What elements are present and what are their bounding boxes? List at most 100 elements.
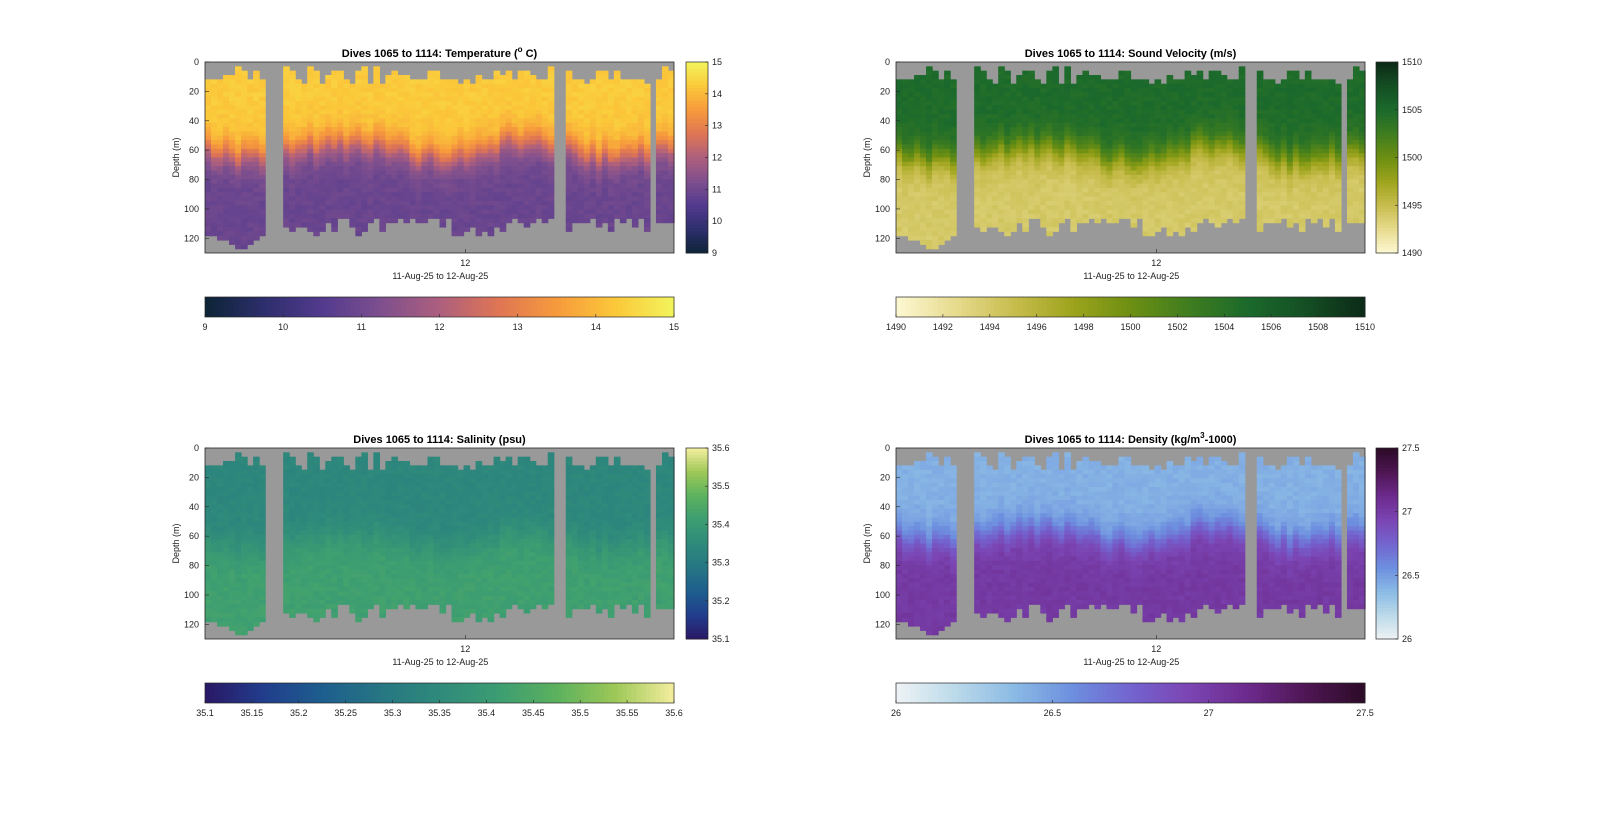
- heatmap-cell: [325, 187, 332, 193]
- heatmap-cell: [1034, 88, 1041, 93]
- heatmap-cell: [637, 79, 645, 85]
- heatmap-cell: [1196, 157, 1204, 163]
- heatmap-cell: [511, 187, 519, 193]
- heatmap-cell: [505, 205, 513, 211]
- heatmap-cell: [1166, 79, 1174, 85]
- heatmap-cell: [223, 92, 230, 98]
- heatmap-cell: [1058, 101, 1065, 107]
- heatmap-cell: [920, 148, 927, 154]
- heatmap-cell: [307, 148, 314, 154]
- heatmap-cell: [1304, 96, 1312, 102]
- heatmap-cell: [505, 105, 513, 111]
- heatmap-cell: [1112, 92, 1120, 98]
- heatmap-cell: [523, 114, 531, 120]
- heatmap-cell: [223, 205, 230, 211]
- heatmap-cell: [289, 157, 296, 163]
- heatmap-cell: [1262, 174, 1270, 180]
- heatmap-cell: [643, 205, 651, 211]
- heatmap-cell: [307, 192, 314, 198]
- heatmap-cell: [1058, 166, 1065, 172]
- heatmap-cell: [205, 83, 212, 89]
- heatmap-cell: [1034, 118, 1041, 124]
- heatmap-cell: [301, 144, 308, 150]
- heatmap-cell: [938, 96, 945, 102]
- heatmap-cell: [235, 135, 242, 141]
- heatmap-cell: [397, 213, 405, 219]
- heatmap-cell: [325, 157, 332, 163]
- heatmap-cell: [1004, 109, 1011, 115]
- heatmap-cell: [1166, 127, 1174, 133]
- heatmap-cell: [1154, 105, 1162, 111]
- heatmap-cell: [439, 79, 447, 85]
- heatmap-cell: [631, 213, 639, 219]
- heatmap-cell: [1064, 105, 1071, 111]
- heatmap-cell: [896, 209, 903, 215]
- heatmap-cell: [1190, 174, 1198, 180]
- heatmap-cell: [1106, 79, 1114, 85]
- heatmap-cell: [373, 118, 380, 124]
- heatmap-cell: [493, 88, 501, 93]
- heatmap-cell: [361, 226, 368, 232]
- heatmap-cell: [595, 127, 603, 133]
- heatmap-cell: [1004, 135, 1011, 141]
- heatmap-cell: [625, 170, 633, 176]
- heatmap-cell: [577, 109, 585, 115]
- heatmap-cell: [247, 105, 254, 111]
- heatmap-cell: [938, 148, 945, 154]
- heatmap-cell: [295, 218, 302, 224]
- heatmap-cell: [944, 192, 951, 198]
- heatmap-cell: [1172, 205, 1180, 211]
- heatmap-cell: [625, 179, 633, 185]
- heatmap-cell: [1040, 174, 1047, 180]
- heatmap-cell: [463, 157, 471, 163]
- heatmap-cell: [529, 96, 537, 102]
- heatmap-cell: [211, 140, 218, 146]
- heatmap-cell: [1160, 135, 1168, 141]
- heatmap-cell: [283, 105, 290, 111]
- heatmap-cell: [1178, 183, 1186, 189]
- heatmap-cell: [469, 153, 477, 159]
- heatmap-cell: [637, 88, 645, 93]
- heatmap-cell: [385, 88, 392, 93]
- heatmap-cell: [433, 131, 441, 137]
- heatmap-cell: [1154, 96, 1162, 102]
- heatmap-cell: [938, 196, 945, 202]
- heatmap-cell: [998, 118, 1005, 124]
- heatmap-cell: [571, 118, 579, 124]
- heatmap-cell: [223, 101, 230, 107]
- heatmap-cell: [938, 161, 945, 167]
- heatmap-cell: [1172, 96, 1180, 102]
- hcolorbar-swatch: [345, 297, 351, 317]
- heatmap-cell: [1304, 213, 1312, 219]
- heatmap-cell: [433, 105, 441, 111]
- heatmap-cell: [355, 122, 362, 128]
- heatmap-cell: [1034, 83, 1041, 89]
- heatmap-cell: [313, 135, 320, 141]
- heatmap-cell: [601, 187, 609, 193]
- heatmap-cell: [295, 101, 302, 107]
- heatmap-cell: [926, 187, 933, 193]
- heatmap-cell: [1154, 179, 1162, 185]
- heatmap-cell: [583, 96, 591, 102]
- heatmap-cell: [583, 148, 591, 154]
- heatmap-cell: [343, 114, 350, 120]
- heatmap-cell: [451, 144, 459, 150]
- heatmap-cell: [1208, 148, 1216, 154]
- heatmap-cell: [637, 166, 645, 172]
- heatmap-cell: [1094, 153, 1102, 159]
- heatmap-cell: [1286, 114, 1294, 120]
- heatmap-cell: [259, 157, 266, 163]
- heatmap-cell: [229, 127, 236, 133]
- heatmap-cell: [1154, 222, 1162, 228]
- heatmap-cell: [1196, 83, 1204, 89]
- heatmap-cell: [349, 122, 356, 128]
- heatmap-cell: [523, 109, 531, 115]
- heatmap-cell: [547, 170, 555, 176]
- heatmap-cell: [211, 209, 218, 215]
- heatmap-cell: [241, 196, 248, 202]
- heatmap-cell: [1124, 88, 1132, 93]
- heatmap-cell: [1292, 118, 1300, 124]
- heatmap-cell: [415, 183, 423, 189]
- heatmap-cell: [1088, 187, 1096, 193]
- heatmap-cell: [1304, 170, 1312, 176]
